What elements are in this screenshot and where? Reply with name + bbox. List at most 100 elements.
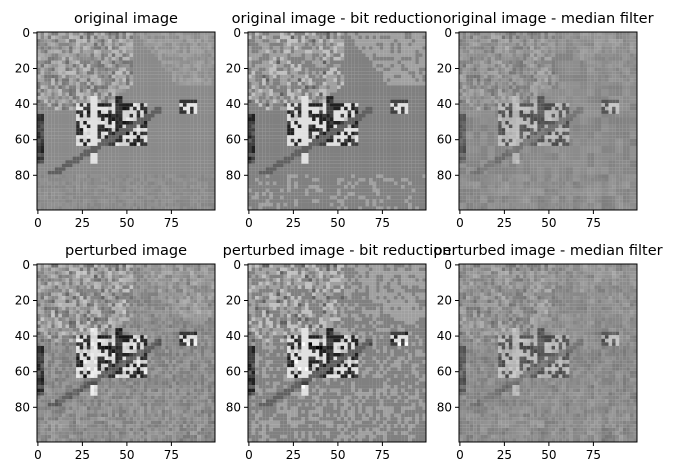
image-cell xyxy=(265,145,270,150)
image-cell xyxy=(168,92,173,97)
image-cell xyxy=(76,92,80,97)
image-cell xyxy=(333,53,338,57)
image-cell xyxy=(415,35,419,40)
image-cell xyxy=(161,124,166,129)
image-cell xyxy=(118,88,123,93)
image-cell xyxy=(397,135,402,139)
image-cell xyxy=(140,202,144,207)
image-cell xyxy=(133,67,137,72)
image-cell xyxy=(154,177,159,182)
image-cell xyxy=(383,188,387,193)
image-cell xyxy=(143,124,148,129)
image-cell xyxy=(147,113,151,118)
image-cell xyxy=(301,32,306,36)
image-cell xyxy=(340,113,345,118)
image-cell xyxy=(158,160,162,164)
image-cell xyxy=(161,138,166,143)
image-cell xyxy=(111,121,116,125)
image-cell xyxy=(287,163,291,168)
image-cell xyxy=(122,74,127,79)
image-cell xyxy=(365,188,370,193)
image-cell xyxy=(108,88,112,93)
image-cell xyxy=(211,53,216,57)
image-cell xyxy=(411,174,416,179)
image-cell xyxy=(255,199,259,203)
image-cell xyxy=(294,99,298,104)
image-cell xyxy=(361,46,366,50)
image-cell xyxy=(168,88,173,93)
image-cell xyxy=(115,46,119,50)
image-cell xyxy=(262,170,266,175)
image-cell xyxy=(172,113,176,118)
image-cell xyxy=(418,153,423,157)
image-cell xyxy=(69,121,73,125)
image-cell xyxy=(44,46,48,50)
image-cell xyxy=(376,174,380,179)
image-cell xyxy=(269,106,273,111)
image-cell xyxy=(200,78,205,82)
image-cell xyxy=(101,92,105,97)
image-cell xyxy=(312,156,316,161)
image-cell xyxy=(401,74,405,79)
image-cell xyxy=(54,128,59,132)
image-cell xyxy=(179,81,184,86)
image-cell xyxy=(351,185,355,189)
image-cell xyxy=(118,106,123,111)
image-cell xyxy=(283,170,288,175)
image-cell xyxy=(312,121,316,125)
image-cell xyxy=(51,53,55,57)
image-cell xyxy=(179,153,184,157)
image-cell xyxy=(65,96,70,100)
image-cell xyxy=(280,35,284,40)
image-cell xyxy=(37,106,41,111)
image-cell xyxy=(393,81,398,86)
image-cell xyxy=(312,92,316,97)
image-cell xyxy=(383,81,387,86)
image-cell xyxy=(93,135,98,139)
image-cell xyxy=(365,74,370,79)
image-cell xyxy=(258,78,263,82)
image-cell xyxy=(294,163,298,168)
image-cell xyxy=(290,110,295,114)
image-cell xyxy=(408,32,412,36)
image-cell xyxy=(304,156,309,161)
image-cell xyxy=(351,117,355,122)
image-cell xyxy=(358,103,362,107)
image-cell xyxy=(290,138,295,143)
image-cell xyxy=(129,81,134,86)
image-cell xyxy=(422,78,427,82)
image-cell xyxy=(165,78,169,82)
image-cell xyxy=(44,170,48,175)
image-cell xyxy=(315,99,320,104)
image-cell xyxy=(193,92,198,97)
image-cell xyxy=(383,138,387,143)
image-cell xyxy=(69,135,73,139)
image-cell xyxy=(333,160,338,164)
image-cell xyxy=(422,67,427,72)
image-cell xyxy=(158,124,162,129)
image-cell xyxy=(369,106,373,111)
image-cell xyxy=(315,113,320,118)
image-cell xyxy=(165,35,169,40)
image-cell xyxy=(258,117,263,122)
image-cell xyxy=(161,103,166,107)
image-cell xyxy=(411,103,416,107)
image-cell xyxy=(287,192,291,196)
image-cell xyxy=(126,85,130,90)
image-cell xyxy=(193,202,198,207)
image-cell xyxy=(93,74,98,79)
image-cell xyxy=(404,64,409,68)
image-cell xyxy=(200,106,205,111)
image-cell xyxy=(408,153,412,157)
image-cell xyxy=(154,185,159,189)
image-cell xyxy=(118,74,123,79)
image-cell xyxy=(61,174,66,179)
image-cell xyxy=(322,78,327,82)
image-cell xyxy=(251,71,256,75)
image-cell xyxy=(361,39,366,43)
image-cell xyxy=(347,124,352,129)
image-cell xyxy=(193,145,198,150)
image-cell xyxy=(165,149,169,154)
image-cell xyxy=(393,67,398,72)
image-cell xyxy=(354,113,359,118)
